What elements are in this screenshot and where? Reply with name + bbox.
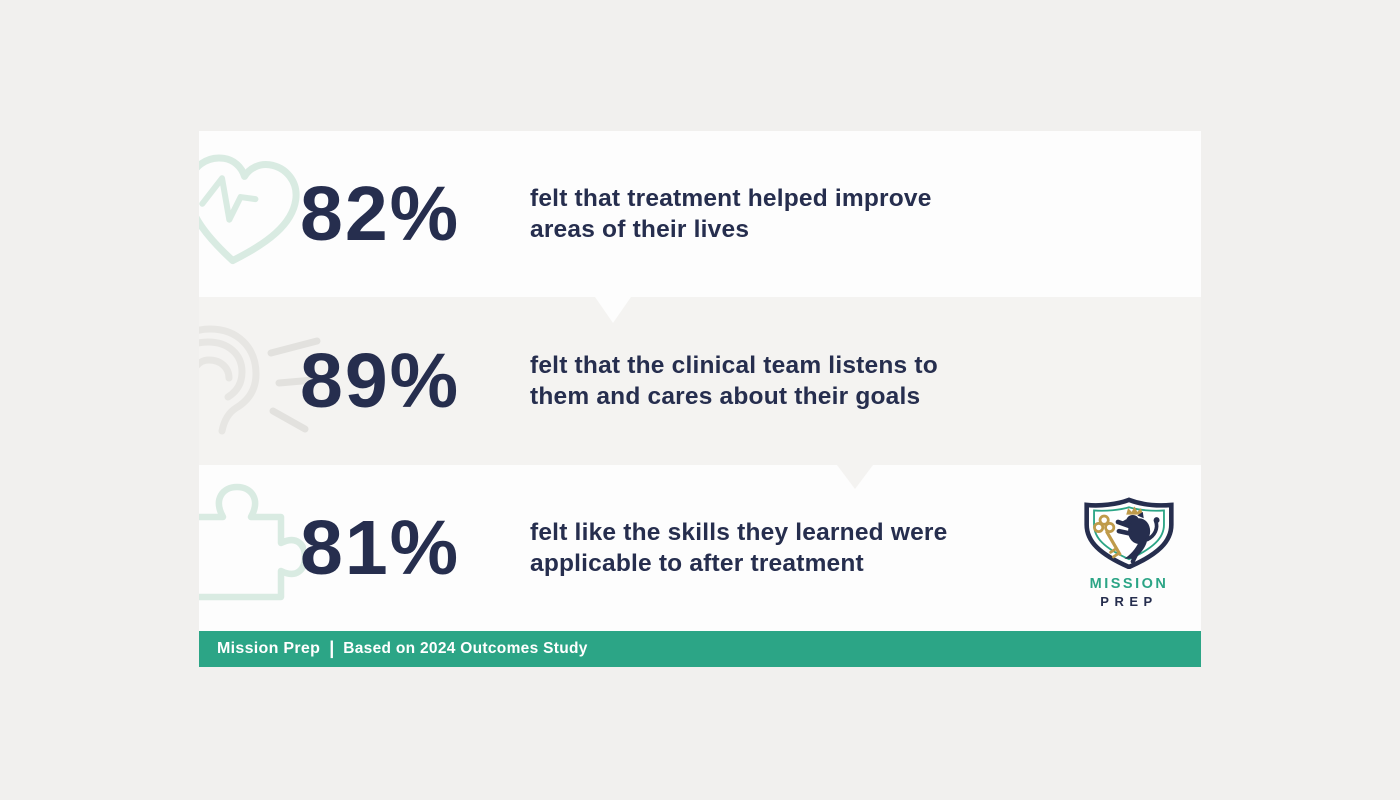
footer-brand-name: Mission Prep — [217, 640, 321, 657]
logo-wordmark-prep: PREP — [1100, 593, 1158, 609]
source-footer-bar: Mission Prep | Based on 2024 Outcomes St… — [199, 631, 1201, 667]
puzzle-piece-icon — [199, 479, 309, 619]
stat-description-line1: felt that the clinical team listens to — [530, 352, 938, 379]
shield-lion-key-icon — [1084, 497, 1174, 570]
stat-description: felt that the clinical team listens to t… — [530, 350, 938, 412]
footer-source-note: Based on 2024 Outcomes Study — [343, 640, 588, 657]
stat-description: felt that treatment helped improve areas… — [530, 183, 932, 245]
outcomes-infographic-card: 82% felt that treatment helped improve a… — [199, 131, 1201, 667]
heartbeat-heart-icon — [199, 138, 314, 292]
stat-description-line2: applicable to after treatment — [530, 550, 864, 577]
stat-value: 89% — [300, 337, 461, 424]
stat-description-line1: felt that treatment helped improve — [530, 185, 932, 212]
mission-prep-logo: MISSION PREP — [1083, 497, 1175, 608]
stat-description-line2: areas of their lives — [530, 216, 750, 243]
stat-description: felt like the skills they learned were a… — [530, 517, 947, 579]
stat-value: 81% — [300, 504, 461, 591]
stat-description-line2: them and cares about their goals — [530, 383, 921, 410]
stat-row-skills-applicable: 81% felt like the skills they learned we… — [199, 465, 1201, 631]
down-triangle-pointer-1 — [595, 297, 631, 323]
down-triangle-pointer-2 — [837, 465, 873, 489]
stat-row-treatment-improvement: 82% felt that treatment helped improve a… — [199, 131, 1201, 297]
stat-value: 82% — [300, 170, 461, 257]
footer-separator: | — [329, 637, 335, 658]
stat-description-line1: felt like the skills they learned were — [530, 519, 948, 546]
stat-row-clinical-team: 89% felt that the clinical team listens … — [199, 297, 1201, 465]
logo-wordmark-mission: MISSION — [1089, 576, 1169, 592]
